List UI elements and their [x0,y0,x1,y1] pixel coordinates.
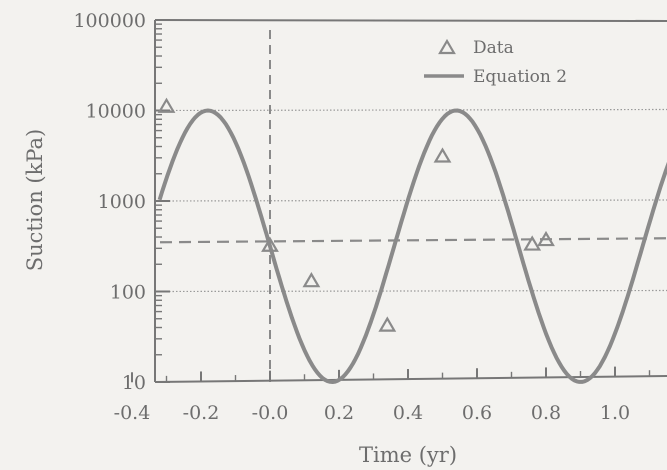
legend: Data Equation 2 [424,38,567,87]
x-tick-label: 0.6 [462,402,492,424]
x-axis-line [154,375,667,383]
x-tick-label: 1.0 [600,402,630,424]
x-tick-label: -0.0 [252,402,289,424]
top-border-line [154,19,667,22]
data-point-triangle-6 [523,235,542,251]
legend-label-equation-2: Equation 2 [473,67,567,87]
reference-lines [159,30,667,382]
data-point-triangle-7 [537,230,555,247]
x-axis-title: Time (yr) [359,443,457,467]
gridline-100 [154,289,667,293]
data-point-triangle-3 [302,272,321,288]
y-tick-label-100000: 100000 [73,10,146,32]
x-tick-label: 0.8 [531,402,561,424]
x-tick-label: -0.2 [183,402,220,424]
x-ticks: -0.4-0.2-0.00.20.40.60.81.01.21.4 [114,366,651,424]
equation-2-line [157,108,667,384]
y-tick-label-10: 10 [122,372,146,394]
y-tick-label-100: 100 [110,282,146,304]
y-ticks: 10 100 1000 10000 100000 [73,10,170,394]
data-point-triangle-4 [378,316,397,332]
data-point-triangle-1 [157,97,176,113]
y-tick-label-1000: 1000 [98,191,146,213]
equation-2-curve [157,108,667,384]
gridline-1000 [154,199,667,202]
y-axis-title: Suction (kPa) [23,129,47,272]
data-point-triangle-5 [433,147,452,163]
data-point-triangle-2 [261,236,279,252]
gridline-10000 [154,108,667,112]
data-points [157,97,555,332]
legend-triangle-marker [438,38,456,55]
x-tick-label: 0.2 [324,402,354,424]
x-tick-label: 0.4 [393,402,423,424]
x-tick-label: -0.4 [114,402,151,424]
y-tick-label-10000: 10000 [86,101,146,123]
gridlines [154,108,667,293]
legend-label-data: Data [473,38,514,58]
horizontal-reference-line [159,237,667,244]
